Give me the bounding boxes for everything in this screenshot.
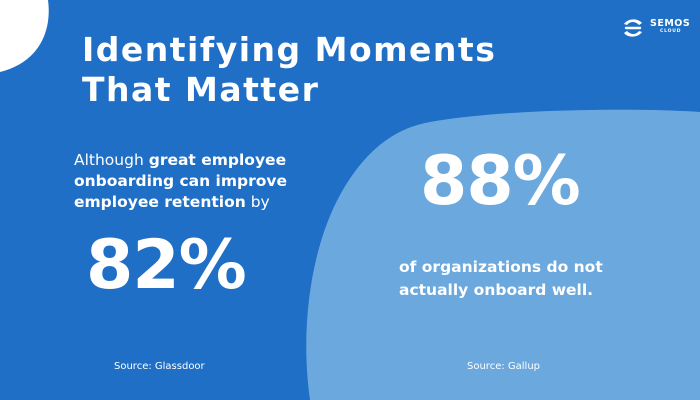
source-left: Source: Glassdoor	[114, 361, 205, 372]
stat-right-value: 88%	[420, 142, 581, 221]
desc-line-2: actually onboard well.	[399, 281, 594, 299]
source-right: Source: Gallup	[467, 361, 541, 372]
semos-cloud-logo: SEMOS CLOUD	[620, 16, 690, 40]
left-lead-text: Although great employee onboarding can i…	[74, 150, 304, 213]
title-line-1: Identifying Moments	[82, 30, 497, 69]
page-title: Identifying Moments That Matter	[82, 30, 496, 110]
title-line-2: That Matter	[82, 70, 320, 109]
logo-sub: CLOUD	[660, 28, 682, 34]
semos-logo-icon	[624, 19, 642, 37]
stat-blob	[306, 109, 700, 400]
lead-prefix: Although	[74, 151, 149, 169]
stat-right-description: of organizations do not actually onboard…	[399, 256, 639, 302]
corner-blob	[0, 0, 49, 72]
stat-left-value: 82%	[86, 226, 247, 305]
lead-suffix: by	[245, 193, 270, 211]
logo-name: SEMOS	[650, 18, 691, 29]
lead-bold: great employee onboarding can improve em…	[74, 151, 288, 211]
desc-line-1: of organizations do not	[399, 258, 603, 276]
